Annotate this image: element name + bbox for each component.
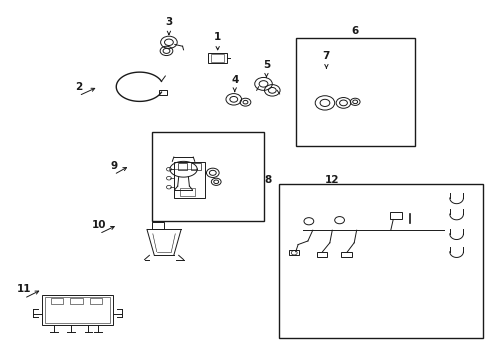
Bar	[278, 184, 483, 338]
Bar	[389, 212, 401, 220]
Bar	[340, 252, 351, 257]
Text: 4: 4	[231, 75, 238, 85]
Bar	[152, 222, 163, 229]
Bar	[211, 54, 224, 62]
Bar	[51, 298, 63, 304]
Text: 7: 7	[322, 51, 329, 61]
Bar	[152, 132, 264, 221]
Bar	[90, 298, 102, 304]
Bar	[295, 39, 414, 146]
Bar	[42, 295, 113, 325]
Text: 8: 8	[264, 175, 271, 185]
Text: 10: 10	[92, 220, 106, 230]
Text: 2: 2	[75, 82, 82, 92]
Bar	[179, 188, 195, 196]
Bar	[208, 53, 226, 63]
Bar	[173, 162, 205, 198]
Bar	[316, 252, 327, 257]
Text: 12: 12	[325, 175, 339, 185]
Text: 5: 5	[262, 60, 269, 70]
Bar	[177, 163, 187, 170]
Bar	[70, 298, 82, 304]
Text: 3: 3	[165, 17, 172, 27]
Bar	[45, 297, 110, 323]
Text: 6: 6	[351, 26, 358, 36]
Text: 11: 11	[17, 284, 31, 294]
Text: 9: 9	[110, 161, 117, 171]
Bar	[289, 250, 299, 255]
Bar	[159, 90, 166, 95]
Text: 1: 1	[214, 32, 221, 41]
Bar	[191, 163, 201, 170]
